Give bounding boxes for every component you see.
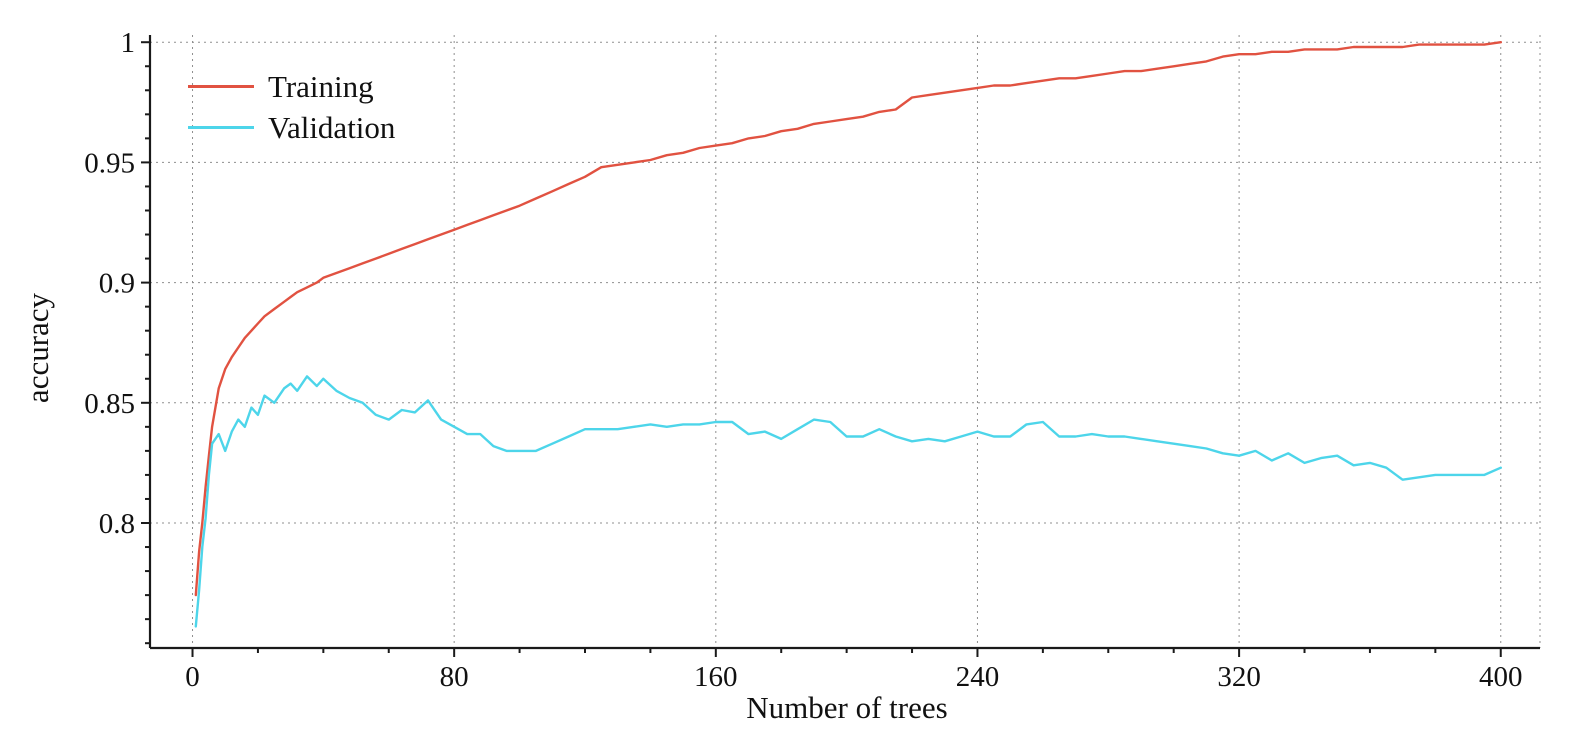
x-tick-label: 400 xyxy=(1479,661,1523,693)
y-tick-label: 1 xyxy=(121,27,136,59)
y-axis-label: accuracy xyxy=(20,292,55,404)
x-tick-label: 160 xyxy=(694,661,738,693)
legend-item-training: Training xyxy=(188,70,395,103)
legend: Training Validation xyxy=(188,70,395,144)
x-axis-label: Number of trees xyxy=(746,690,948,725)
validation-line-swatch-icon xyxy=(188,126,254,129)
x-tick-label: 240 xyxy=(956,661,1000,693)
y-tick-label: 0.85 xyxy=(84,388,135,420)
x-tick-label: 80 xyxy=(440,661,469,693)
legend-label-validation: Validation xyxy=(268,110,396,145)
legend-item-validation: Validation xyxy=(188,111,395,144)
training-line-swatch-icon xyxy=(188,85,254,88)
y-tick-label: 0.95 xyxy=(84,147,135,179)
y-tick-label: 0.9 xyxy=(99,268,135,300)
series-line-training xyxy=(194,41,1503,597)
series-line-validation xyxy=(194,375,1503,628)
y-tick-label: 0.8 xyxy=(99,508,135,540)
legend-label-training: Training xyxy=(268,69,374,104)
x-tick-label: 320 xyxy=(1217,661,1261,693)
x-tick-label: 0 xyxy=(185,661,200,693)
